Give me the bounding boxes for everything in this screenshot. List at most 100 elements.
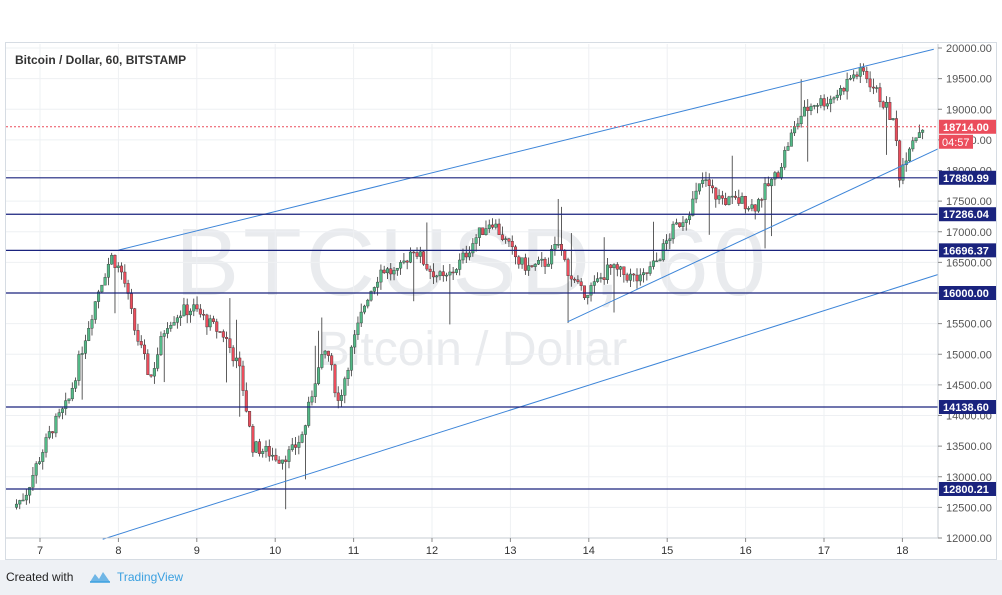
last-price-tag — [939, 119, 996, 134]
candle-body — [845, 79, 849, 92]
price-chart[interactable]: 12000.0012500.0013000.0013500.0014000.00… — [0, 0, 1002, 560]
candle-body — [116, 265, 120, 268]
candle-body — [533, 263, 537, 267]
x-tick-label: 10 — [269, 545, 281, 557]
candle-body — [793, 126, 797, 134]
candle-body — [382, 269, 386, 274]
candle-body — [523, 257, 527, 271]
candle-body — [343, 378, 347, 396]
candle-body — [257, 441, 261, 454]
candle-body — [106, 263, 110, 278]
candle-body — [802, 106, 806, 117]
candle-body — [701, 179, 705, 184]
candle-body — [405, 260, 409, 263]
candle-body — [215, 321, 219, 332]
candle-body — [825, 103, 829, 107]
x-tick-label: 17 — [818, 545, 830, 557]
candle-body — [133, 308, 137, 331]
candle-body — [156, 354, 160, 369]
candle-body — [809, 105, 813, 111]
candle-body — [862, 67, 866, 72]
candle-body — [185, 304, 189, 316]
x-tick-label: 12 — [426, 545, 438, 557]
candle-body — [911, 140, 915, 150]
candle-body — [546, 263, 550, 267]
candle-body — [500, 234, 504, 240]
candle-body — [835, 94, 839, 98]
candle-body — [320, 354, 324, 368]
last-price-label: 18714.00 — [943, 122, 989, 134]
candle-body — [730, 195, 734, 198]
candle-body — [18, 500, 22, 505]
candle-body — [431, 271, 435, 278]
candle-body — [481, 227, 485, 236]
candle-body — [553, 244, 557, 250]
candle-body — [333, 364, 337, 394]
candle-body — [471, 243, 475, 254]
candle-body — [592, 281, 596, 286]
candle-body — [642, 272, 646, 276]
candle-body — [651, 260, 655, 267]
tradingview-link[interactable]: TradingView — [117, 570, 184, 584]
candle-body — [556, 244, 560, 246]
candle-body — [537, 260, 541, 265]
candle-body — [60, 408, 64, 413]
candle-body — [159, 336, 163, 355]
price-axis: 12000.0012500.0013000.0013500.0014000.00… — [937, 43, 996, 545]
candle-body — [202, 314, 206, 316]
y-tick-label: 20000.00 — [946, 43, 992, 55]
candle-body — [225, 337, 229, 339]
drawings — [6, 48, 942, 540]
candle-body — [435, 275, 439, 278]
x-tick-label: 14 — [583, 545, 595, 557]
candle-body — [563, 250, 567, 260]
tradingview-cloud-icon[interactable] — [88, 569, 112, 585]
candle-body — [175, 317, 179, 323]
candle-body — [146, 353, 150, 375]
candle-body — [188, 310, 192, 316]
candle-body — [760, 199, 764, 201]
candle-body — [832, 97, 836, 100]
candle-body — [408, 251, 412, 263]
level-price-tag — [939, 400, 996, 415]
candle-body — [271, 454, 275, 457]
candle-body — [694, 190, 698, 200]
countdown-tag — [939, 134, 973, 149]
candle-body — [205, 314, 209, 328]
candle-body — [661, 243, 665, 261]
candle-body — [87, 328, 91, 341]
candle-body — [914, 137, 918, 141]
candle-body — [743, 195, 747, 210]
level-price-tag — [939, 243, 996, 258]
candle-body — [655, 260, 659, 263]
candle-body — [822, 98, 826, 107]
x-tick-label: 15 — [661, 545, 673, 557]
candle-body — [891, 118, 895, 120]
candle-body — [211, 318, 215, 322]
candle-body — [756, 199, 760, 212]
candle-body — [372, 287, 376, 292]
candle-body — [550, 248, 554, 265]
candle-body — [852, 74, 856, 79]
candle-body — [31, 475, 35, 488]
candle-body — [458, 259, 462, 270]
candle-body — [763, 183, 767, 200]
candle-body — [468, 252, 472, 258]
chart-frame[interactable] — [5, 42, 997, 560]
candle-body — [451, 271, 455, 274]
candle-body — [310, 396, 314, 403]
level-price-label: 17880.99 — [943, 173, 989, 185]
candle-body — [97, 291, 101, 302]
candle-body — [369, 291, 373, 301]
candle-body — [724, 198, 728, 205]
candle-body — [566, 259, 570, 276]
candle-body — [218, 331, 222, 333]
candle-body — [812, 105, 816, 107]
candle-body — [582, 285, 586, 299]
candle-body — [747, 208, 751, 210]
candle-body — [510, 241, 514, 248]
level-price-tag — [939, 170, 996, 185]
candle-body — [707, 179, 711, 187]
candle-body — [740, 195, 744, 204]
candle-body — [543, 258, 547, 267]
